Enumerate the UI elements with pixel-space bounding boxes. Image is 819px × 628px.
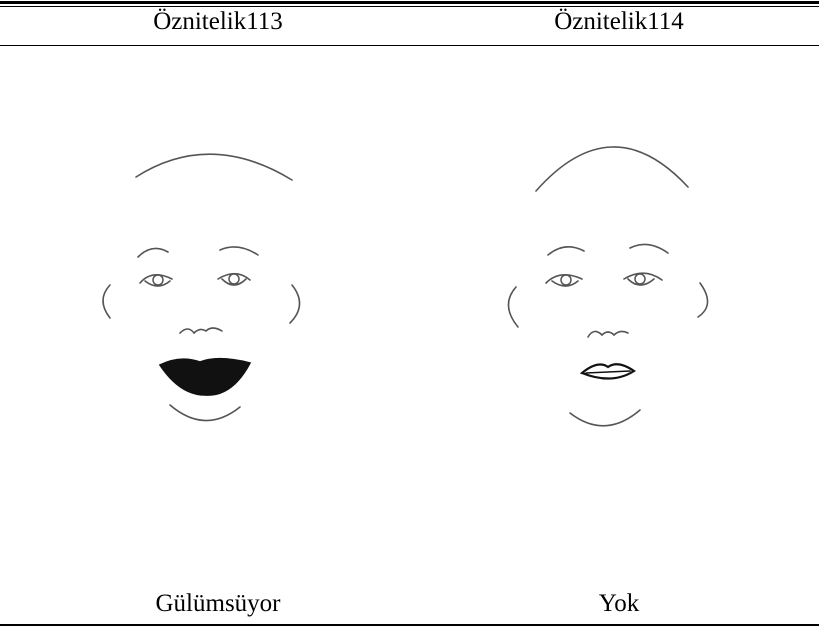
header-cell: Öznitelik113 (153, 8, 283, 35)
top-rule (0, 1, 819, 4)
header-cell: Öznitelik114 (554, 8, 684, 35)
body-cell: Yok (598, 590, 640, 617)
header-rule (0, 45, 819, 46)
face-neutral (507, 146, 709, 427)
face-smiling (102, 153, 301, 422)
bottom-rule (0, 624, 819, 626)
face-images (102, 146, 709, 427)
top-rule-thin (0, 6, 819, 7)
body-cell: Gülümsüyor (155, 590, 281, 617)
